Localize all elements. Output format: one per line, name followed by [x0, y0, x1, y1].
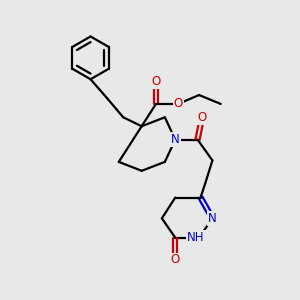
Text: O: O — [174, 98, 183, 110]
Text: NH: NH — [187, 231, 205, 244]
Text: O: O — [197, 111, 207, 124]
Text: O: O — [171, 254, 180, 266]
Text: O: O — [151, 75, 160, 88]
Text: N: N — [171, 133, 180, 146]
Text: N: N — [208, 212, 217, 225]
